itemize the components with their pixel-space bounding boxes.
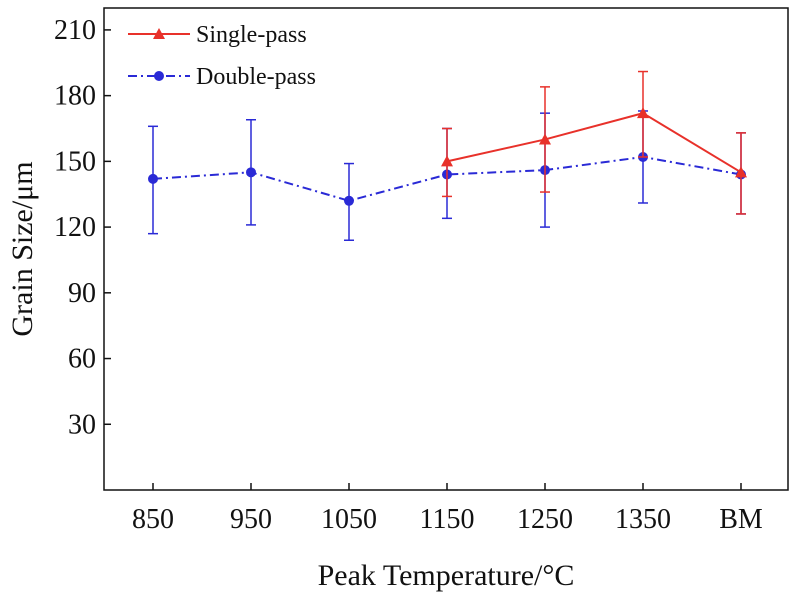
y-tick-label: 60 <box>68 344 96 375</box>
y-tick-label: 30 <box>68 409 96 440</box>
single-pass-series <box>441 70 747 215</box>
x-tick-label: 1050 <box>321 504 377 535</box>
double-pass-point <box>246 167 256 178</box>
legend-label-double-pass: Double-pass <box>196 64 316 90</box>
y-tick-label: 180 <box>54 81 96 112</box>
y-axis-title: Grain Size/μm <box>6 161 39 336</box>
double-pass-point <box>148 173 158 184</box>
ticks-layer: 30 60 90 120 150 180 210 850 950 1050 1150 1250 1350… <box>54 15 763 535</box>
y-tick-label: 120 <box>54 212 96 243</box>
x-tick-label: BM <box>719 504 763 535</box>
single-pass-point <box>735 166 747 178</box>
legend-marker-single-pass <box>153 28 165 39</box>
y-tick-label: 210 <box>54 15 96 46</box>
x-tick-label: 1150 <box>420 504 475 535</box>
single-pass-point <box>637 107 649 119</box>
x-tick-label: 950 <box>230 504 272 535</box>
x-tick-label: 1350 <box>615 504 671 535</box>
x-tick-label: 850 <box>132 504 174 535</box>
single-pass-point <box>539 133 551 145</box>
plot-frame <box>103 7 789 491</box>
legend-label-single-pass: Single-pass <box>196 22 307 48</box>
single-pass-point <box>441 155 453 167</box>
legend: Single-pass Double-pass <box>128 22 316 90</box>
double-pass-point <box>344 195 354 206</box>
x-axis-title: Peak Temperature/°C <box>318 559 575 592</box>
x-tick-label: 1250 <box>517 504 573 535</box>
y-tick-label: 150 <box>54 146 96 177</box>
series-layer <box>148 70 747 241</box>
y-tick-label: 90 <box>68 278 96 309</box>
single-pass-line <box>446 112 742 174</box>
legend-marker-double-pass <box>154 71 164 81</box>
